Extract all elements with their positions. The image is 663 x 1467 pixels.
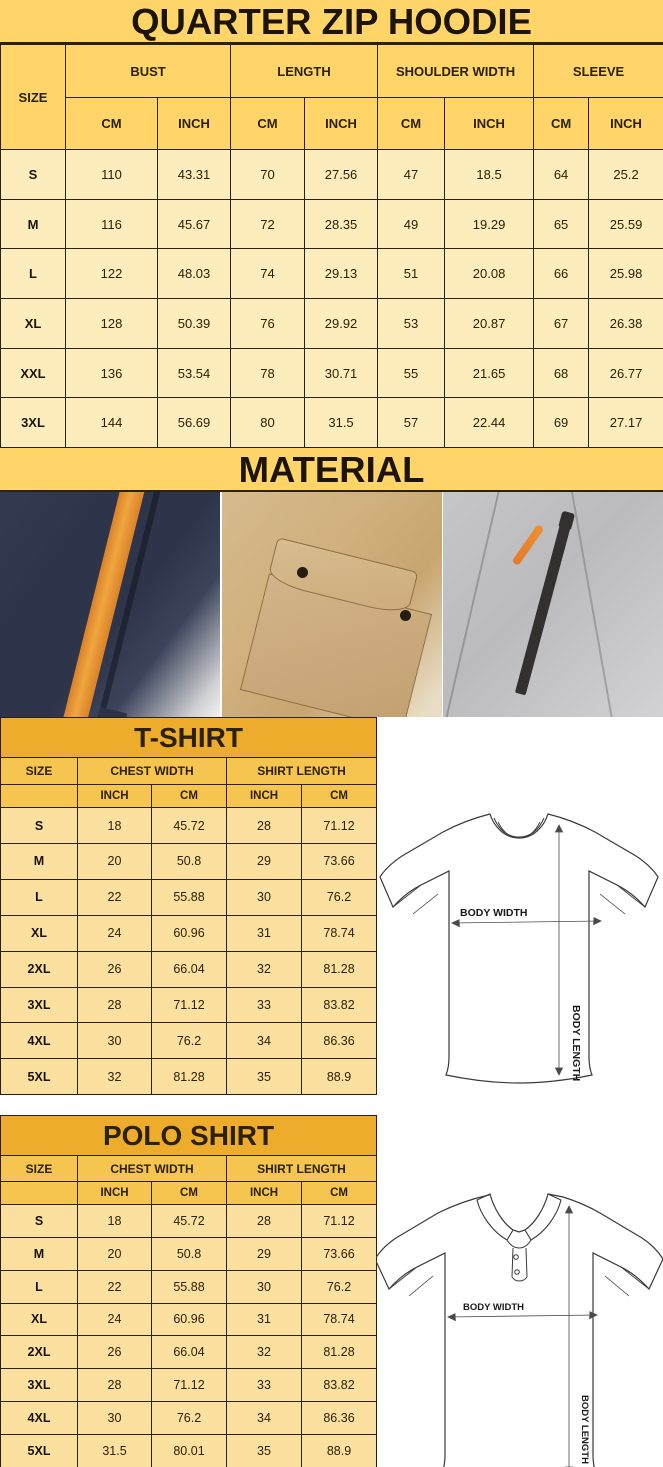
svg-text:BODY LENGTH: BODY LENGTH bbox=[579, 1395, 590, 1464]
svg-text:BODY WIDTH: BODY WIDTH bbox=[463, 1302, 524, 1313]
svg-text:BODY WIDTH: BODY WIDTH bbox=[460, 907, 527, 919]
svg-text:BODY LENGTH: BODY LENGTH bbox=[570, 1005, 582, 1081]
